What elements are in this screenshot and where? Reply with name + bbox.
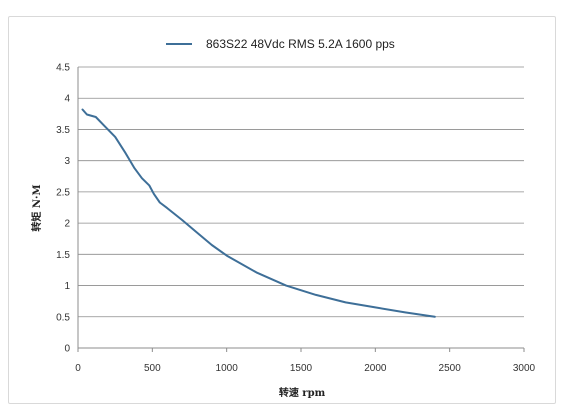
y-tick-label: 4 xyxy=(64,94,70,105)
x-tick-label: 1000 xyxy=(216,363,239,374)
x-tick-label: 1500 xyxy=(290,363,313,374)
y-tick-label: 2.5 xyxy=(56,187,70,198)
axes xyxy=(77,67,525,352)
series-line xyxy=(81,108,436,318)
x-tick-label: 0 xyxy=(75,363,81,374)
x-axis-title: 转速 rpm xyxy=(279,386,326,399)
y-tick-label: 3.5 xyxy=(56,125,70,136)
y-tick-label: 3 xyxy=(64,156,70,167)
y-tick-label: 2 xyxy=(64,219,70,230)
legend-label: 863S22 48Vdc RMS 5.2A 1600 pps xyxy=(206,37,395,51)
y-tick-label: 1.5 xyxy=(56,250,70,261)
series-lines xyxy=(81,108,436,318)
legend: 863S22 48Vdc RMS 5.2A 1600 pps xyxy=(166,37,395,51)
y-tick-label: 0 xyxy=(64,344,70,355)
tick-labels: 0 0.5 1 1.5 2 2.5 3 3.5 4 4.5 0 500 1000 1500 2000 2500… xyxy=(56,63,535,375)
x-tick-label: 2500 xyxy=(439,363,462,374)
y-tick-label: 4.5 xyxy=(56,63,70,74)
y-tick-label: 0.5 xyxy=(56,312,70,323)
x-tick-label: 3000 xyxy=(513,363,536,374)
chart-frame xyxy=(8,16,556,404)
x-tick-label: 500 xyxy=(144,363,161,374)
x-tick-label: 2000 xyxy=(364,363,387,374)
gridlines xyxy=(78,66,524,318)
y-tick-label: 1 xyxy=(64,281,70,292)
y-axis-title: 转矩 N·M xyxy=(30,184,43,231)
